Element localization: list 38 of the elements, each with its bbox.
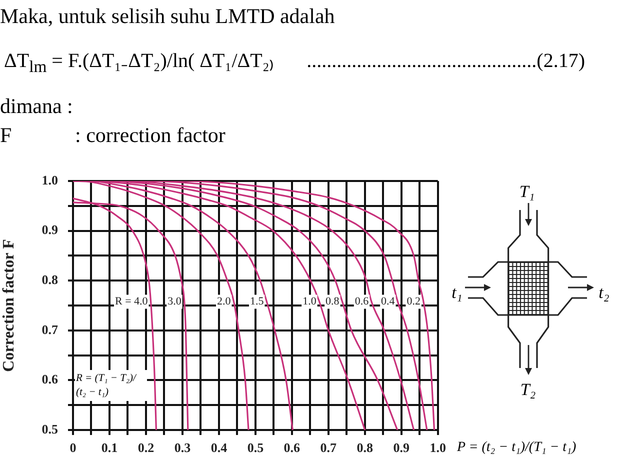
series-label: 0.8 (326, 296, 340, 308)
series-label: 0.4 (381, 296, 396, 308)
text: T₂ (520, 380, 536, 400)
series-label: 3.0 (168, 296, 182, 308)
series-label: 0.6 (354, 296, 370, 308)
x-tick-label: 1.0 (430, 440, 446, 456)
x-tick-label: 0.8 (356, 440, 374, 456)
x-tick-label: 0.2 (138, 440, 154, 456)
y-tick-label: 0.5 (42, 421, 58, 436)
text: dimana : (0, 94, 73, 118)
text: Maka, untuk selisih suhu LMTD adalah (0, 4, 335, 28)
text: t₁ (452, 283, 462, 303)
x-tick-label: 0.6 (284, 440, 301, 456)
x-tick-label: 0 (70, 440, 76, 456)
y-axis-title: Correction factor F (0, 238, 18, 372)
annotation: R = (T₁ − T₂)/(t₂ − t₁) (75, 370, 147, 402)
series-label: 0.2 (406, 296, 420, 308)
text: ..............................................(2.17) (306, 50, 585, 73)
x-tick-label: 0.9 (393, 440, 410, 456)
text: ΔT$_{lm}$ = F.(ΔT₁₋ΔT₂)/ln( ΔT₁/ΔT₂₎ (4, 50, 274, 76)
y-tick-label: 0.7 (42, 322, 58, 337)
x-tick-label: 0.5 (247, 440, 264, 456)
x-tick-label: 0.4 (210, 440, 228, 456)
x-tick-label: 0.1 (101, 440, 118, 456)
x-tick-label: 0.3 (174, 440, 192, 456)
series-label: 2.0 (217, 296, 232, 308)
series-label: 1.0 (302, 296, 317, 308)
series-label: R = 4.0 (115, 296, 148, 308)
text: T₁ (519, 182, 535, 202)
series-label: 1.5 (250, 296, 264, 308)
y-tick-label: 0.8 (42, 272, 58, 287)
text: t₂ (598, 283, 610, 303)
x-tick-label: 0.7 (320, 440, 338, 456)
y-tick-label: 1.0 (42, 172, 58, 188)
y-tick-label: 0.6 (42, 372, 58, 387)
x-axis-title: P = (t₂ − t₁)/(T₁ − t₁) (457, 440, 576, 456)
text: F : correction factor (0, 123, 226, 148)
y-tick-label: 0.9 (42, 222, 58, 238)
